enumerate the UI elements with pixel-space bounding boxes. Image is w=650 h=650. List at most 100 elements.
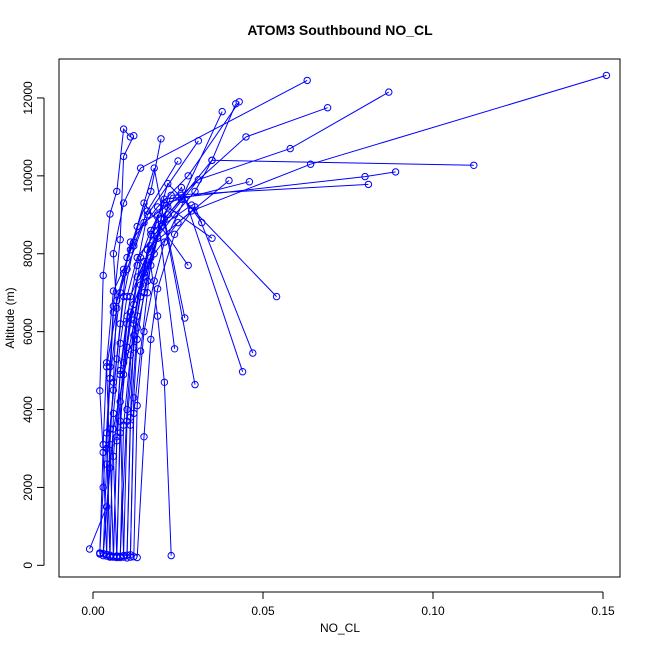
chart-title: ATOM3 Southbound NO_CL [247, 22, 433, 38]
series-22 [96, 199, 192, 558]
data-point [286, 144, 294, 153]
data-point [235, 98, 243, 106]
data-point [140, 289, 148, 297]
data-point [191, 380, 199, 389]
data-point [136, 281, 145, 289]
series-line [106, 107, 328, 558]
data-point [119, 152, 128, 161]
data-point [170, 230, 179, 239]
series-layer [85, 71, 611, 562]
series-10 [147, 183, 247, 560]
series-line [129, 216, 186, 558]
data-point [102, 460, 111, 468]
data-point [140, 433, 148, 441]
data-point [113, 355, 121, 363]
data-point [385, 88, 393, 96]
series-line [109, 167, 196, 557]
y-axis-label: Altitude (m) [3, 287, 17, 348]
data-point [470, 161, 478, 170]
data-point [164, 203, 172, 211]
data-point [113, 553, 121, 561]
data-point [208, 234, 216, 242]
data-point [187, 201, 196, 209]
data-point [184, 172, 192, 180]
x-tick-label: 0.00 [81, 604, 105, 618]
series-0 [85, 100, 240, 553]
data-point [130, 132, 138, 140]
data-point [143, 246, 152, 254]
data-point [245, 178, 254, 186]
series-6 [116, 156, 478, 561]
data-point [123, 292, 131, 301]
data-point [391, 168, 400, 176]
data-point [143, 211, 152, 219]
data-point [126, 553, 135, 561]
x-tick-label: 0.15 [591, 604, 615, 618]
data-point [133, 324, 141, 332]
y-tick-label: 8000 [21, 240, 35, 267]
data-point [119, 265, 128, 273]
data-point [109, 409, 118, 418]
data-point [160, 215, 169, 223]
series-9 [133, 203, 257, 562]
series-26 [126, 215, 189, 561]
data-point [123, 417, 131, 425]
x-axis: 0.00 0.05 0.10 0.15 [81, 591, 615, 618]
data-point [119, 551, 128, 560]
data-point [208, 156, 216, 165]
data-point [133, 335, 141, 344]
data-point [130, 300, 138, 309]
series-line [112, 74, 607, 558]
data-point [170, 345, 179, 353]
series-line [112, 91, 390, 557]
data-point [306, 160, 315, 168]
y-tick-label: 2000 [21, 474, 35, 501]
data-point [242, 133, 250, 141]
data-point [225, 176, 233, 185]
y-tick-label: 10000 [21, 159, 35, 193]
series-line [106, 135, 135, 556]
y-tick-label: 6000 [21, 318, 35, 345]
data-point [133, 261, 141, 270]
data-point [130, 238, 138, 246]
data-point [361, 172, 369, 181]
data-point [167, 191, 175, 200]
series-line [99, 201, 189, 555]
x-axis-label: NO_CL [320, 621, 360, 635]
data-point [126, 351, 135, 359]
series-line [116, 206, 213, 557]
data-point [96, 550, 104, 558]
data-point [150, 277, 158, 285]
data-point [147, 253, 155, 262]
data-point [109, 287, 118, 295]
plot-area-border [58, 58, 621, 578]
data-point [113, 187, 121, 196]
data-point [136, 347, 145, 355]
series-line [99, 127, 131, 555]
data-point [116, 236, 124, 244]
series-line [102, 138, 162, 554]
data-point [99, 483, 107, 492]
data-point [116, 339, 124, 347]
data-point [323, 104, 332, 112]
data-point [184, 261, 192, 270]
data-point [181, 314, 189, 322]
data-point [153, 312, 162, 320]
data-point [119, 125, 128, 133]
data-point [106, 210, 114, 218]
series-line [133, 198, 203, 557]
series-line [150, 186, 244, 556]
data-point [153, 211, 162, 219]
data-point [140, 327, 148, 336]
data-point [194, 137, 203, 145]
series-line [119, 159, 474, 557]
data-point [147, 187, 155, 196]
data-point [160, 378, 169, 386]
data-point [136, 164, 145, 172]
series-line [126, 171, 396, 558]
data-point [102, 359, 111, 367]
data-point [126, 308, 135, 316]
data-point [272, 292, 281, 301]
data-point [130, 394, 138, 402]
